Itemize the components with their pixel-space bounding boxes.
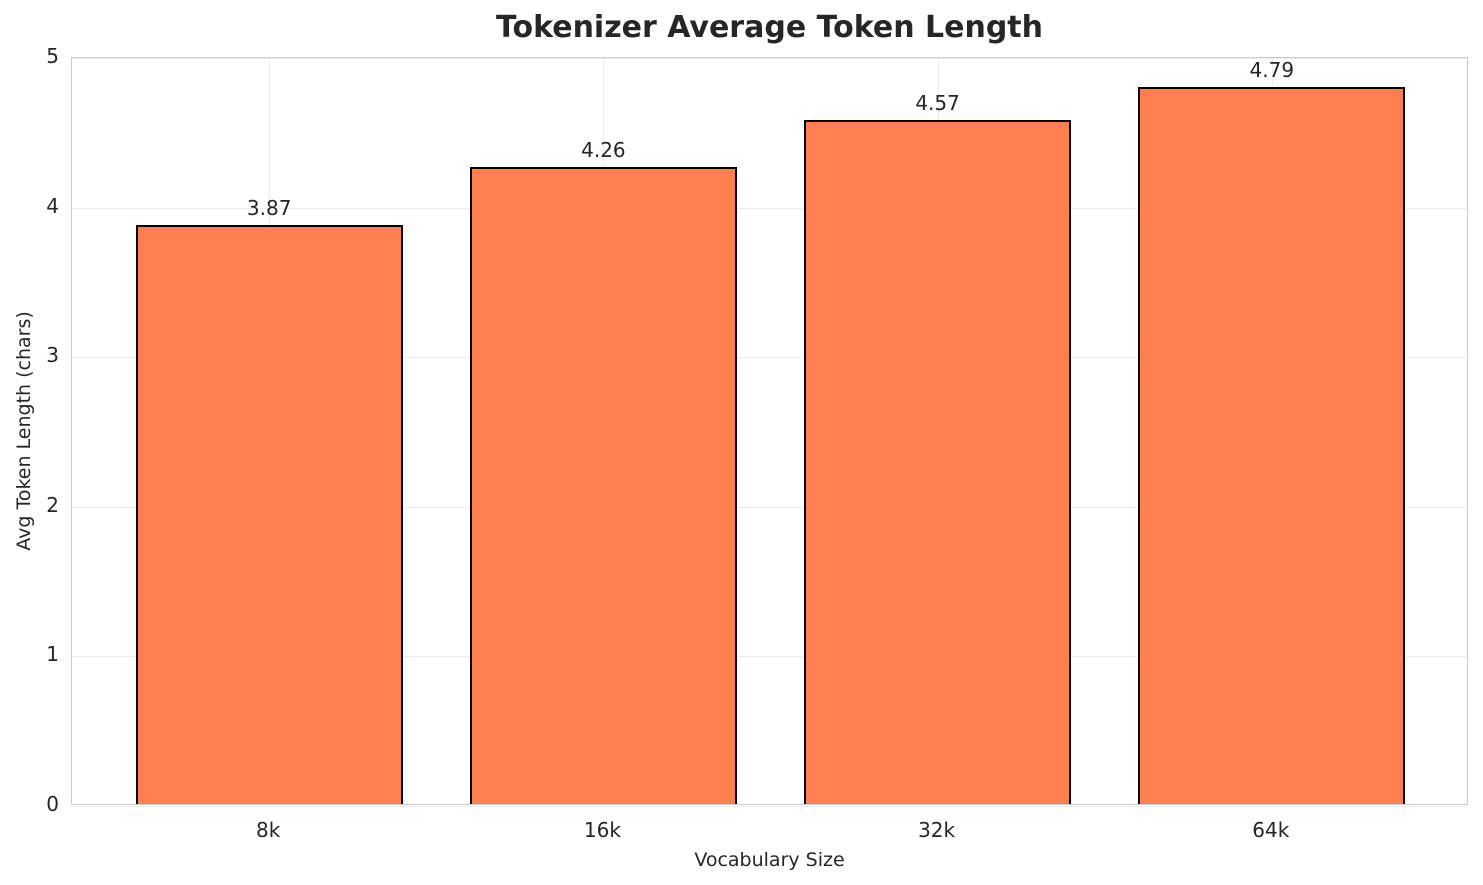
x-tick-label-16k: 16k <box>583 818 621 842</box>
gridline-horizontal <box>72 656 1467 658</box>
gridline-horizontal <box>72 207 1467 209</box>
chart-title: Tokenizer Average Token Length <box>495 10 1043 45</box>
x-axis-title: Vocabulary Size <box>694 849 845 871</box>
y-tick-label: 0 <box>46 792 59 816</box>
bar-64k <box>1138 87 1406 804</box>
bar-8k <box>135 225 403 804</box>
gridline-horizontal <box>72 357 1467 359</box>
x-tick-label-8k: 8k <box>256 818 281 842</box>
bar-value-label: 4.26 <box>581 137 626 162</box>
gridline-horizontal <box>72 58 1467 59</box>
y-tick-label: 5 <box>46 44 59 68</box>
y-tick-label: 4 <box>46 193 59 218</box>
y-tick-label: 1 <box>46 642 59 667</box>
x-tick-label-32k: 32k <box>918 818 956 842</box>
y-tick-label: 3 <box>46 343 59 368</box>
bar-32k <box>803 120 1072 804</box>
bar-value-label: 4.57 <box>915 91 960 116</box>
gridline-horizontal <box>72 806 1467 807</box>
bar-value-label: 3.87 <box>246 196 292 221</box>
y-axis-title: Avg Token Length (chars) <box>13 311 35 551</box>
x-tick-label-64k: 64k <box>1252 818 1290 842</box>
y-tick-label: 2 <box>46 492 59 517</box>
bar-value-label: 4.79 <box>1249 58 1295 83</box>
bar-16k <box>469 166 738 804</box>
gridline-horizontal <box>72 506 1467 508</box>
plot-area: 3.87 4.26 4.57 4.79 <box>71 57 1468 807</box>
